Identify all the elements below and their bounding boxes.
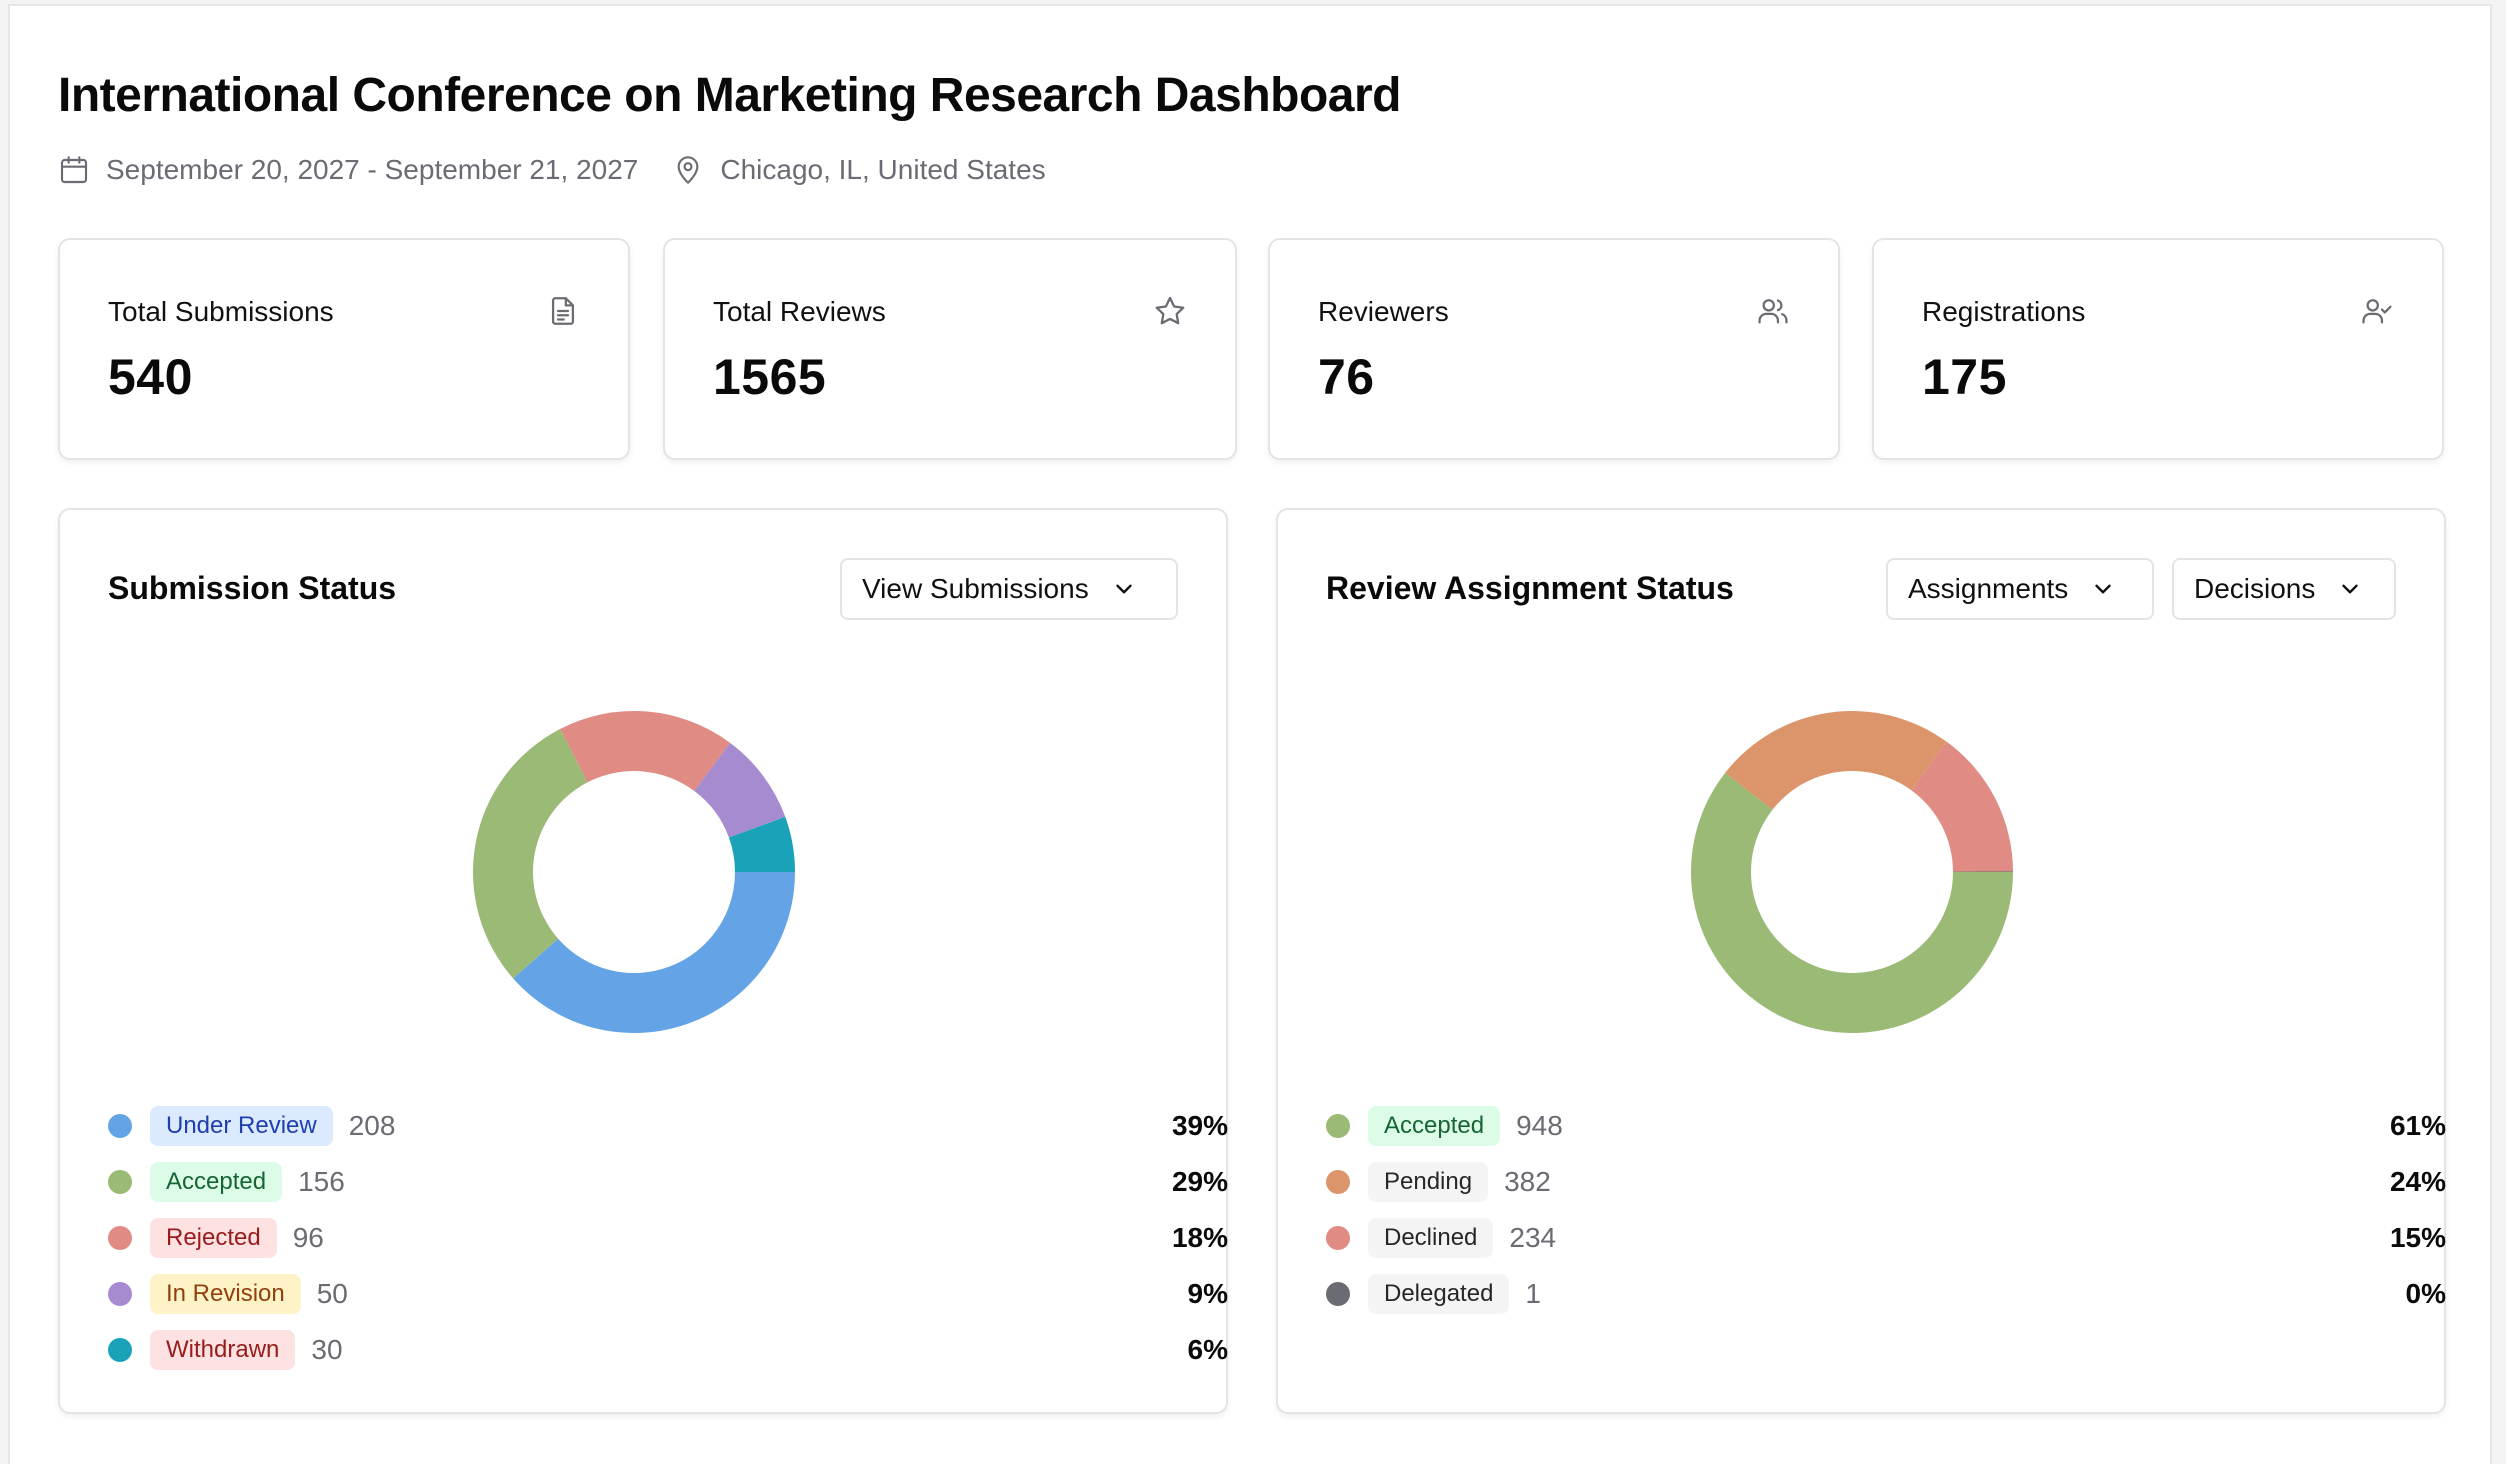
legend-count: 234: [1509, 1222, 1557, 1253]
slice-delegated: [1952, 871, 2013, 872]
stat-card-registrations: Registrations 175: [1872, 238, 2444, 460]
submission-status-panel: Submission Status View Submissions Under…: [58, 508, 1228, 1414]
stat-card-total-reviews: Total Reviews 1565: [663, 238, 1237, 460]
legend-percent: 39%: [1171, 1110, 1228, 1141]
stat-value: 76: [1318, 349, 1375, 405]
legend-color-dot: [1326, 1226, 1350, 1250]
review-assignment-legend: Accepted 948 61% Pending 382 24% Declined 234 15…: [1326, 1098, 2446, 1322]
submission-status-legend: Under Review 208 39% Accepted 156 29% Rejected…: [108, 1098, 1228, 1378]
panel-title: Review Assignment Status: [1326, 570, 1734, 606]
status-badge: Accepted: [150, 1162, 283, 1202]
legend-color-dot: [1326, 1282, 1350, 1306]
slice-accepted: [473, 728, 588, 979]
legend-row-accepted: Accepted 156 29%: [108, 1154, 1228, 1210]
legend-count: 948: [1516, 1110, 1563, 1141]
dashboard-page: International Conference on Marketing Re…: [8, 4, 2492, 1464]
view-submissions-dropdown[interactable]: View Submissions: [840, 558, 1178, 620]
stat-label: Reviewers: [1318, 296, 1449, 327]
dropdown-label: View Submissions: [862, 573, 1089, 604]
review-assignment-donut-chart: [1691, 711, 2013, 1033]
legend-count: 208: [348, 1110, 396, 1141]
event-location: Chicago, IL, United States: [672, 154, 1046, 186]
chevron-down-icon: [2342, 584, 2359, 594]
stat-card-total-submissions: Total Submissions 540: [58, 238, 630, 460]
event-dates-text: September 20, 2027 - September 21, 2027: [106, 154, 639, 185]
stat-value: 540: [108, 349, 193, 405]
star-icon: [1155, 296, 1185, 325]
legend-row-pending: Pending 382 24%: [1326, 1154, 2446, 1210]
legend-percent: 6%: [1187, 1334, 1228, 1365]
status-badge: Accepted: [1368, 1106, 1501, 1146]
panel-title: Submission Status: [108, 570, 397, 606]
stat-label: Registrations: [1922, 296, 2086, 327]
decisions-dropdown[interactable]: Decisions: [2172, 558, 2396, 620]
legend-count: 1: [1525, 1278, 1541, 1309]
submission-status-donut-chart: [473, 711, 795, 1033]
legend-percent: 24%: [2389, 1166, 2446, 1197]
status-badge: Under Review: [150, 1106, 333, 1146]
legend-count: 50: [316, 1278, 348, 1309]
stat-value: 1565: [713, 349, 827, 405]
legend-color-dot: [108, 1114, 132, 1138]
assignments-dropdown[interactable]: Assignments: [1886, 558, 2154, 620]
slice-declined: [1911, 741, 2013, 872]
stat-card-reviewers: Reviewers 76: [1268, 238, 1840, 460]
slice-in-revision: [694, 742, 786, 838]
legend-percent: 61%: [2389, 1110, 2446, 1141]
legend-row-under-review: Under Review 208 39%: [108, 1098, 1228, 1154]
legend-percent: 29%: [1171, 1166, 1228, 1197]
event-meta: September 20, 2027 - September 21, 2027 …: [58, 154, 1046, 186]
legend-color-dot: [1326, 1114, 1350, 1138]
event-location-text: Chicago, IL, United States: [720, 154, 1046, 185]
legend-row-declined: Declined 234 15%: [1326, 1210, 2446, 1266]
stat-label: Total Submissions: [108, 296, 334, 327]
legend-count: 382: [1504, 1166, 1551, 1197]
legend-color-dot: [108, 1170, 132, 1194]
status-badge: Delegated: [1368, 1274, 1510, 1314]
slice-rejected: [560, 711, 731, 791]
legend-percent: 15%: [2389, 1222, 2446, 1253]
legend-count: 156: [298, 1166, 345, 1197]
user-check-icon: [2362, 299, 2392, 324]
document-icon: [551, 297, 575, 325]
slice-under-review: [513, 872, 795, 1033]
legend-color-dot: [108, 1226, 132, 1250]
calendar-icon: [60, 156, 88, 184]
status-badge: Withdrawn: [150, 1330, 296, 1370]
status-badge: Rejected: [150, 1218, 277, 1258]
legend-percent: 9%: [1187, 1278, 1228, 1309]
chevron-down-icon: [1116, 584, 1132, 594]
stat-label: Total Reviews: [713, 296, 886, 327]
users-icon: [1758, 299, 1788, 324]
legend-row-rejected: Rejected 96 18%: [108, 1210, 1228, 1266]
legend-percent: 0%: [2405, 1278, 2446, 1309]
chevron-down-icon: [2095, 584, 2111, 594]
dropdown-label: Assignments: [1908, 573, 2069, 604]
legend-row-in-revision: In Revision 50 9%: [108, 1266, 1228, 1322]
legend-row-withdrawn: Withdrawn 30 6%: [108, 1322, 1228, 1378]
map-pin-icon: [677, 156, 699, 184]
legend-color-dot: [1326, 1170, 1350, 1194]
status-badge: Declined: [1368, 1218, 1494, 1258]
dropdown-label: Decisions: [2194, 573, 2316, 604]
legend-count: 30: [311, 1334, 343, 1365]
event-dates: September 20, 2027 - September 21, 2027: [58, 154, 638, 186]
legend-percent: 18%: [1171, 1222, 1228, 1253]
legend-row-accepted: Accepted 948 61%: [1326, 1098, 2446, 1154]
status-badge: Pending: [1368, 1162, 1489, 1202]
slice-accepted: [1691, 772, 2013, 1033]
slice-pending: [1725, 711, 1947, 810]
stat-value: 175: [1922, 349, 2007, 405]
legend-color-dot: [108, 1282, 132, 1306]
legend-color-dot: [108, 1338, 132, 1362]
legend-row-delegated: Delegated 1 0%: [1326, 1266, 2446, 1322]
legend-count: 96: [292, 1222, 324, 1253]
slice-withdrawn: [728, 816, 795, 872]
page-title: International Conference on Marketing Re…: [58, 69, 1401, 122]
review-assignment-panel: Review Assignment Status Assignments Dec…: [1276, 508, 2446, 1414]
status-badge: In Revision: [150, 1274, 301, 1314]
